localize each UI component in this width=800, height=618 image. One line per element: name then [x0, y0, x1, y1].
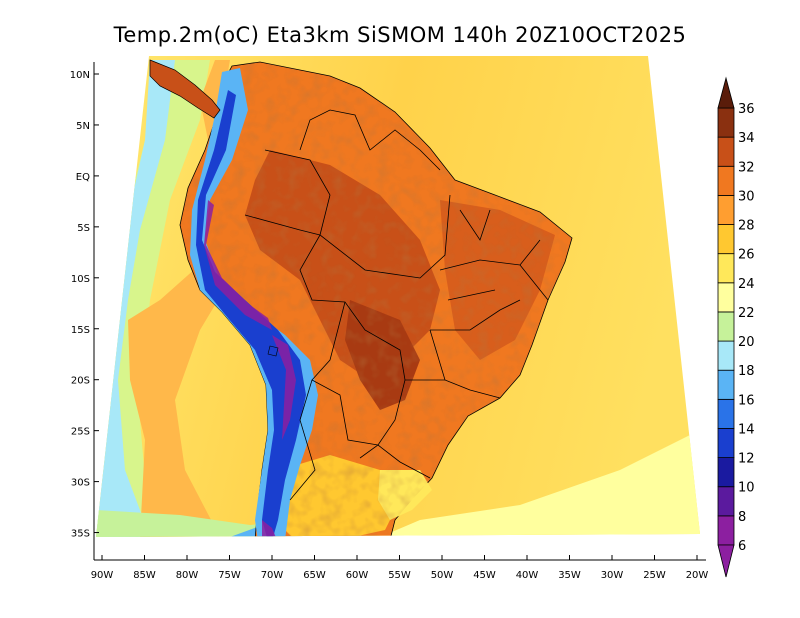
- lon-tick-label: 25W: [643, 570, 666, 581]
- lon-tick-label: 85W: [133, 570, 156, 581]
- colorbar-label: 36: [738, 102, 755, 117]
- pacific-warm-band: [128, 60, 245, 537]
- lat-tick-label: EQ: [76, 172, 90, 183]
- lat-tick-label: 25S: [71, 427, 90, 438]
- colorbar-label: 26: [738, 248, 755, 263]
- atlantic-south-cool: [380, 430, 700, 537]
- colorbar-label: 30: [738, 189, 755, 204]
- colorbar-label: 12: [738, 452, 755, 467]
- colorbar-max-triangle: [717, 76, 735, 109]
- colorbar-segment: [717, 253, 735, 284]
- colorbar-label: 18: [738, 364, 755, 379]
- colorbar-segment: [717, 515, 735, 546]
- colorbar-label: 20: [738, 335, 755, 350]
- andes-freezing-core: [196, 90, 306, 537]
- lon-tick-label: 40W: [516, 570, 539, 581]
- lat-tick-label: 5N: [76, 121, 90, 132]
- lon-tick-label: 50W: [431, 570, 454, 581]
- colorbar-segment: [717, 194, 735, 225]
- lat-tick-label: 35S: [71, 529, 90, 540]
- map-plot-area: [96, 56, 700, 537]
- colorbar-label: 28: [738, 219, 755, 234]
- colorbar-label: 6: [738, 539, 746, 554]
- colorbar-segment: [717, 486, 735, 517]
- colorbar-segment: [717, 457, 735, 488]
- andes-coldest-peaks: [204, 200, 296, 537]
- colorbar-label: 34: [738, 131, 755, 146]
- colorbar-segment: [717, 311, 735, 342]
- colorbar-min-triangle: [717, 544, 735, 578]
- pacific-cool-band: [96, 60, 210, 537]
- colorbar-segment: [717, 165, 735, 196]
- colorbar-segment: [717, 428, 735, 459]
- longitude-axis: 90W 85W 80W 75W 70W 65W 60W 55W 50W 45W 40W 35W 30W 2…: [91, 555, 709, 581]
- lon-tick-label: 90W: [91, 570, 114, 581]
- lat-tick-label: 20S: [71, 376, 90, 387]
- colorbar-label: 16: [738, 393, 755, 408]
- lat-tick-label: 30S: [71, 478, 90, 489]
- lon-tick-label: 55W: [388, 570, 411, 581]
- colorbar-label: 10: [738, 481, 755, 496]
- colorbar-segment: [717, 136, 735, 167]
- lat-tick-label: 15S: [71, 325, 90, 336]
- lat-tick-label: 10N: [70, 70, 90, 81]
- colorbar-segment: [717, 369, 735, 400]
- country-borders: [244, 109, 549, 501]
- colorbar-segment: [717, 340, 735, 371]
- latitude-axis: 10N 5N EQ 5S 10S 15S 20S 25S 30S 35S: [70, 62, 99, 560]
- temperature-colorbar: 6 8 10 12 14 16 18 20 22 24 26 28 30 32 34 36: [717, 76, 755, 578]
- lon-tick-label: 75W: [218, 570, 241, 581]
- colorbar-label: 22: [738, 306, 755, 321]
- lat-tick-label: 5S: [77, 223, 90, 234]
- colorbar-segment: [717, 224, 735, 255]
- lake-titicaca: [267, 345, 279, 357]
- colorbar-label: 8: [738, 510, 746, 525]
- lon-tick-label: 65W: [303, 570, 326, 581]
- lon-tick-label: 45W: [473, 570, 496, 581]
- lon-tick-label: 20W: [686, 570, 709, 581]
- lon-tick-label: 30W: [601, 570, 624, 581]
- colorbar-label: 32: [738, 160, 755, 175]
- map-title: Temp.2m(oC) Eta3km SiSMOM 140h 20Z10OCT2…: [113, 23, 687, 47]
- lon-tick-label: 80W: [176, 570, 199, 581]
- lon-tick-label: 70W: [261, 570, 284, 581]
- colorbar-segment: [717, 282, 735, 313]
- colorbar-segment: [717, 398, 735, 429]
- central-america-land: [149, 59, 221, 119]
- lon-tick-label: 35W: [558, 570, 581, 581]
- lat-tick-label: 10S: [71, 274, 90, 285]
- lon-tick-label: 60W: [346, 570, 369, 581]
- colorbar-segment: [717, 107, 735, 138]
- pacific-cold-band: [96, 60, 175, 537]
- colorbar-label: 14: [738, 422, 755, 437]
- colorbar-label: 24: [738, 277, 755, 292]
